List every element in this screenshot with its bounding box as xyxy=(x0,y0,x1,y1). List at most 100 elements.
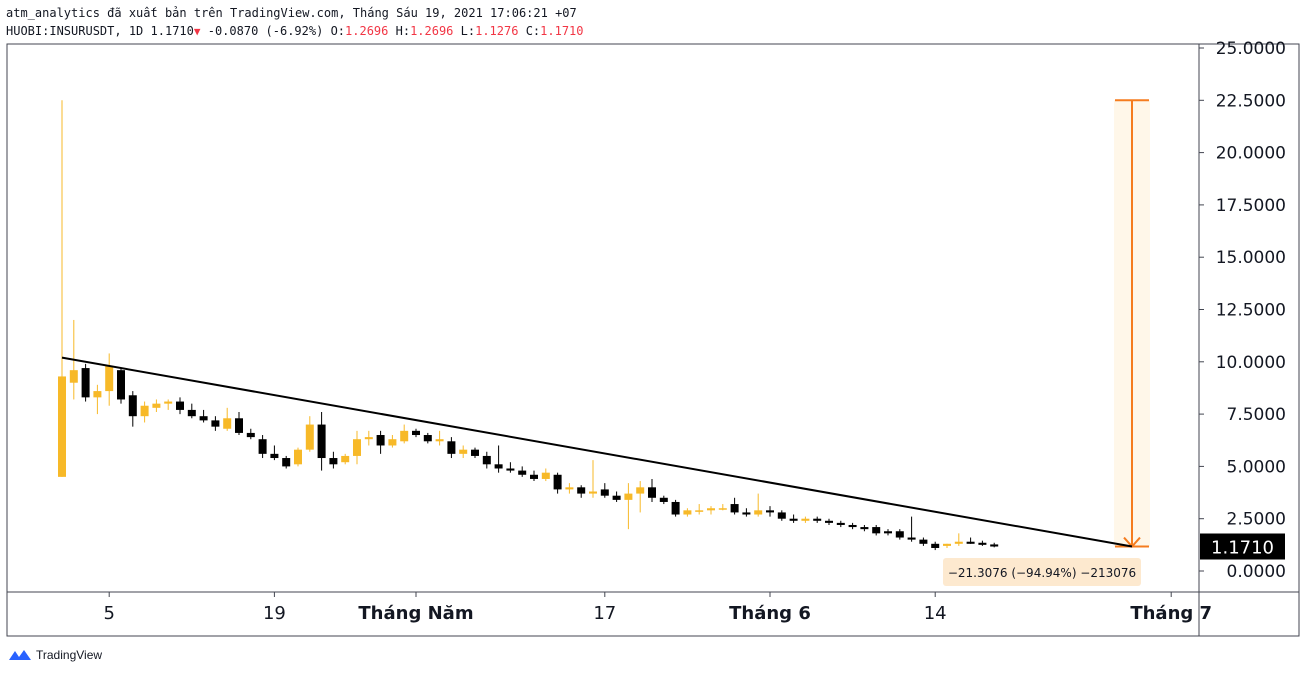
candle xyxy=(199,409,208,423)
candle xyxy=(553,472,562,494)
price-axis[interactable]: 25.0000 22.5000 20.0000 17.5000 15.0000 12.50… xyxy=(1199,39,1286,582)
candle xyxy=(919,537,928,546)
candle-body xyxy=(388,439,397,446)
candle xyxy=(435,430,444,446)
candle-body xyxy=(884,531,892,534)
candle xyxy=(282,455,291,469)
candle-body xyxy=(990,544,999,547)
candle-body xyxy=(187,409,196,417)
candle xyxy=(246,428,255,440)
candle-body xyxy=(494,464,503,469)
price-tick-label: 15.0000 xyxy=(1216,248,1286,268)
candle xyxy=(825,518,833,525)
time-axis[interactable]: 5 19 Tháng Năm 17 Tháng 6 14 Tháng 7 xyxy=(103,592,1212,624)
close-label: C: xyxy=(525,24,541,38)
candle xyxy=(117,368,125,404)
candle-body xyxy=(848,524,857,528)
candle xyxy=(683,508,692,517)
trendline-tool[interactable] xyxy=(61,356,1133,548)
candle-body xyxy=(777,512,786,519)
ohlc-header: HUOBI:INSURUSDT, 1D 1.1710▼ -0.0870 (-6.… xyxy=(6,24,584,38)
candle xyxy=(577,485,586,498)
open-value: 1.2696 xyxy=(345,24,389,38)
candle-body xyxy=(317,424,326,459)
candle xyxy=(966,537,975,544)
candle xyxy=(211,416,220,431)
candle-body xyxy=(341,455,350,463)
candle xyxy=(187,403,196,419)
candle xyxy=(128,391,137,427)
candle-body xyxy=(353,439,361,456)
candle-body xyxy=(235,418,243,433)
candle-body xyxy=(766,510,774,513)
candle-body xyxy=(659,497,668,502)
candle xyxy=(140,401,149,423)
measure-label: −21.3076 (−94.94%) −213076 xyxy=(943,558,1141,586)
candle xyxy=(105,353,114,406)
candle-body xyxy=(152,403,161,408)
candle xyxy=(589,460,597,498)
candle-body xyxy=(412,430,420,436)
candle xyxy=(931,541,940,551)
candle-body xyxy=(624,493,633,500)
candle xyxy=(270,445,279,461)
candle-body xyxy=(860,527,869,530)
candle-body xyxy=(400,430,409,442)
candle xyxy=(400,424,409,444)
time-tick-label: 5 xyxy=(103,603,114,624)
measure-tool[interactable]: −21.3076 (−94.94%) −213076 xyxy=(943,99,1150,586)
candle xyxy=(341,453,350,465)
candle xyxy=(978,540,987,546)
candle-body xyxy=(895,531,904,538)
tradingview-logo[interactable]: TradingView xyxy=(8,648,102,662)
candle xyxy=(730,497,739,515)
candle xyxy=(482,451,491,469)
candle xyxy=(93,384,102,415)
candle-body xyxy=(246,432,255,438)
candle-body xyxy=(730,504,739,513)
candle xyxy=(860,524,869,532)
candle-body xyxy=(305,424,314,450)
candles xyxy=(58,100,999,551)
measure-label-box xyxy=(943,558,1141,586)
candle xyxy=(789,514,798,523)
candle xyxy=(294,447,302,467)
trendline[interactable] xyxy=(61,356,1133,548)
candle-body xyxy=(978,542,987,545)
candle-body xyxy=(671,501,680,515)
chart-border xyxy=(6,43,1300,637)
candle-body xyxy=(447,441,456,454)
low-label: L: xyxy=(460,24,476,38)
candle-body xyxy=(801,518,810,521)
candle-body xyxy=(754,510,763,515)
price-tick-label: 2.5000 xyxy=(1227,510,1286,530)
candle xyxy=(423,432,432,444)
candle xyxy=(813,516,822,523)
candle xyxy=(801,516,810,523)
candle xyxy=(364,430,373,446)
candle-body xyxy=(164,401,173,404)
candle xyxy=(990,542,999,548)
candle-body xyxy=(506,468,515,471)
candle xyxy=(777,510,786,521)
candle-body xyxy=(482,455,491,465)
candle-body xyxy=(954,541,963,544)
candle xyxy=(506,462,515,473)
price-tick-label: 10.0000 xyxy=(1216,353,1286,373)
candle-body xyxy=(258,439,267,454)
candle-body xyxy=(58,376,66,477)
candle-body xyxy=(919,539,928,544)
close-value: 1.1710 xyxy=(540,24,584,38)
candle-body xyxy=(836,522,845,525)
candle xyxy=(471,447,479,459)
candle xyxy=(895,529,904,540)
candle-body xyxy=(813,518,822,521)
candle xyxy=(707,506,715,515)
candle xyxy=(459,445,468,459)
candle-body xyxy=(530,474,538,479)
candle xyxy=(376,430,385,454)
time-tick-label: 19 xyxy=(263,603,286,624)
candle-body xyxy=(612,495,621,500)
candle-body xyxy=(294,449,302,465)
